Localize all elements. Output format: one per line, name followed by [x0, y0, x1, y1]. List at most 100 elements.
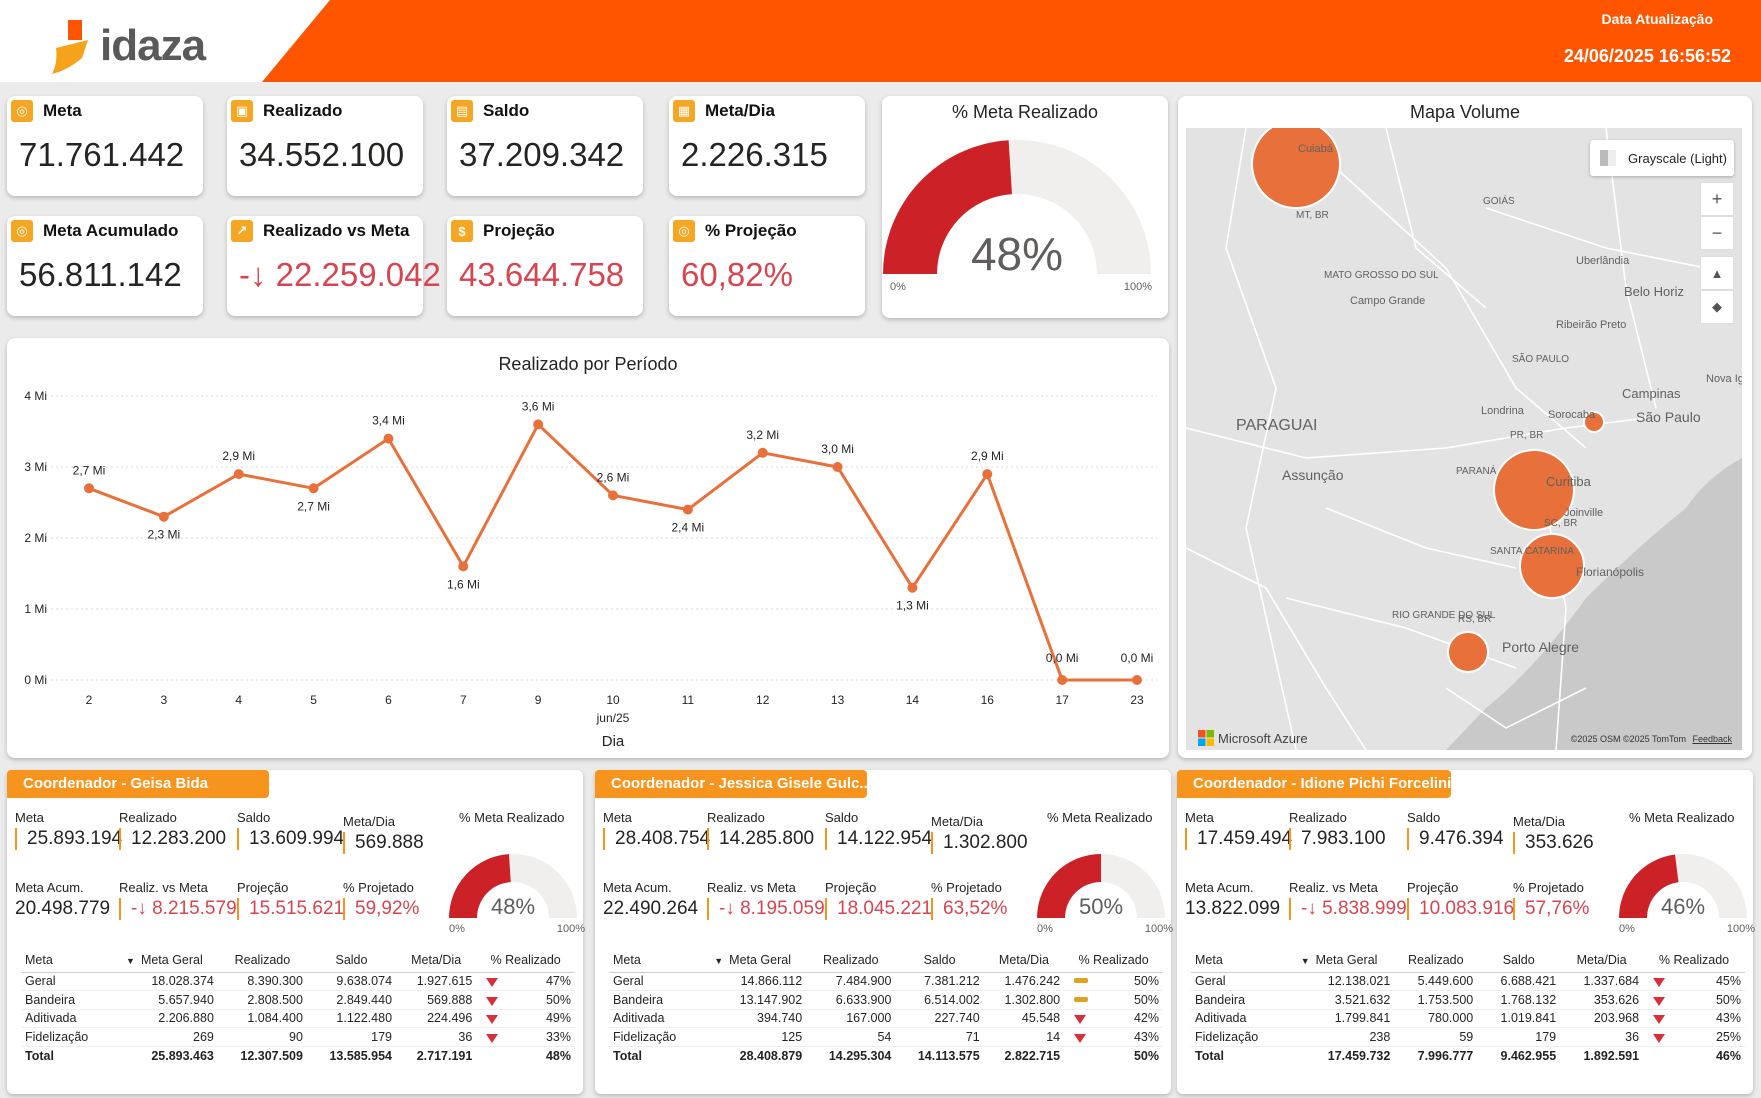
coordinator-panel[interactable]: Coordenador - Idione Pichi Forcelini Meta…: [1177, 770, 1755, 1094]
table-row[interactable]: Aditivada 394.740 167.000 227.740 45.548 42%: [609, 1009, 1163, 1028]
data-point[interactable]: [533, 419, 544, 430]
table-row[interactable]: Aditivada 1.799.841 780.000 1.019.841 203.96…: [1191, 1009, 1745, 1028]
kpi-card[interactable]: ▦ Meta/Dia 2.226.315: [669, 96, 865, 196]
kpi-card[interactable]: ◎ Meta 71.761.442: [7, 96, 203, 196]
data-point[interactable]: [1132, 675, 1142, 685]
table-row[interactable]: Geral 14.866.112 7.484.900 7.381.212 1.476.2…: [609, 972, 1163, 991]
kpi-card[interactable]: ↗ Realizado vs Meta -↓ 22.259.042: [227, 216, 441, 316]
volume-bubble[interactable]: [1251, 128, 1341, 209]
coordinator-table[interactable]: Meta ▼ Meta Geral Realizado Saldo Meta/Dia % R…: [21, 948, 575, 1065]
table-header[interactable]: Meta: [21, 948, 111, 973]
data-point[interactable]: [233, 469, 244, 480]
table-header[interactable]: Realizado: [1394, 948, 1478, 973]
data-point[interactable]: [757, 447, 768, 458]
table-total-row: Total 25.893.463 12.307.509 13.585.954 2.717…: [21, 1045, 575, 1065]
data-point[interactable]: [832, 462, 843, 472]
data-point[interactable]: [1057, 675, 1068, 685]
table-header[interactable]: Meta: [609, 948, 700, 973]
table-row[interactable]: Bandeira 3.521.632 1.753.500 1.768.132 353.6…: [1191, 990, 1745, 1010]
table-row[interactable]: Aditivada 2.206.880 1.084.400 1.122.480 224.…: [21, 1009, 575, 1028]
table-row[interactable]: Bandeira 13.147.902 6.633.900 6.514.002 1.30…: [609, 990, 1163, 1010]
coordinator-table[interactable]: Meta ▼ Meta Geral Realizado Saldo Meta/Dia % R…: [1191, 948, 1745, 1065]
metric-value: 18.045.221: [825, 898, 932, 920]
metric-projetado: % Projetado 57,76%: [1513, 880, 1589, 920]
zoom-in-button[interactable]: +: [1700, 182, 1734, 216]
data-point[interactable]: [458, 561, 469, 572]
data-point[interactable]: [982, 469, 993, 480]
cell-realizado: 1.084.400: [217, 1009, 307, 1028]
table-row[interactable]: Fidelização 238 59 179 36 25%: [1191, 1027, 1745, 1047]
pct-value: 25%: [1715, 1029, 1741, 1044]
total-saldo: 14.113.575: [895, 1045, 984, 1065]
coordinator-panel[interactable]: Coordenador - Geisa Bida Meta 25.893.194 Re…: [7, 770, 585, 1094]
data-point[interactable]: [308, 483, 319, 494]
metric-realiz-vs-meta: Realiz. vs Meta -↓ 8.195.059: [707, 880, 825, 920]
table-header[interactable]: ▼ Meta Geral: [1283, 948, 1395, 973]
table-row[interactable]: Fidelização 125 54 71 14 43%: [609, 1027, 1163, 1047]
table-header[interactable]: % Realizado: [1064, 948, 1163, 973]
table-header[interactable]: % Realizado: [476, 948, 575, 973]
table-header[interactable]: Saldo: [306, 948, 397, 973]
pct-value: 43%: [1133, 1029, 1159, 1044]
data-point[interactable]: [158, 511, 169, 522]
line-chart-card[interactable]: Realizado por Período 0 Mi 1 Mi 2 Mi 3 Mi 4 M…: [7, 338, 1169, 758]
map-feedback-link[interactable]: Feedback: [1692, 734, 1732, 744]
data-point[interactable]: [608, 490, 618, 501]
coordinator-panel[interactable]: Coordenador - Jessica Gisele Gulc... Meta…: [595, 770, 1173, 1094]
table-header[interactable]: Saldo: [895, 948, 984, 973]
metric-value: 9.476.394: [1407, 828, 1504, 850]
kpi-card[interactable]: ▣ Realizado 34.552.100: [227, 96, 423, 196]
coordinator-table[interactable]: Meta ▼ Meta Geral Realizado Saldo Meta/Dia % R…: [609, 948, 1163, 1065]
table-header[interactable]: Meta/Dia: [396, 948, 477, 973]
gauge-card[interactable]: % Meta Realizado 48% 0% 100%: [882, 96, 1168, 318]
metric-label: Meta/Dia: [343, 814, 396, 829]
map-canvas[interactable]: Cuiabá GOIÁS MT, BR MATO GROSSO DO SUL Uberl…: [1186, 128, 1742, 750]
table-header[interactable]: Realizado: [217, 948, 307, 973]
x-tick-label: 3: [161, 693, 168, 707]
table-header[interactable]: Realizado: [806, 948, 896, 973]
compass-icon[interactable]: ◆: [1700, 290, 1734, 324]
cell-meta-geral: 14.866.112: [699, 972, 807, 991]
volume-bubble[interactable]: [1583, 411, 1605, 433]
volume-bubble[interactable]: [1519, 533, 1585, 599]
volume-bubble[interactable]: [1493, 449, 1575, 531]
table-row[interactable]: Geral 12.138.021 5.449.600 6.688.421 1.337.6…: [1191, 972, 1745, 991]
road-line: [1445, 687, 1587, 729]
data-point[interactable]: [383, 433, 394, 444]
x-tick-label: 4: [235, 693, 242, 707]
table-header[interactable]: ▼ Meta Geral: [699, 948, 807, 973]
table-header[interactable]: Saldo: [1477, 948, 1561, 973]
kpi-card[interactable]: $ Projeção 43.644.758: [447, 216, 643, 316]
sort-desc-icon[interactable]: ▼: [1300, 955, 1310, 966]
table-header[interactable]: Meta/Dia: [983, 948, 1065, 973]
kpi-card[interactable]: ▤ Saldo 37.209.342: [447, 96, 643, 196]
target-icon: ◎: [673, 220, 695, 242]
cell-realizado: 1.753.500: [1394, 990, 1478, 1010]
x-tick-label: 14: [906, 693, 920, 707]
table-row[interactable]: Geral 18.028.374 8.390.300 9.638.074 1.927.6…: [21, 972, 575, 991]
sort-desc-icon[interactable]: ▼: [126, 955, 135, 966]
zoom-out-button[interactable]: −: [1700, 216, 1734, 250]
kpi-card[interactable]: ◎ % Projeção 60,82%: [669, 216, 865, 316]
data-point[interactable]: [907, 582, 918, 593]
table-header-row: Meta ▼ Meta Geral Realizado Saldo Meta/Dia % R…: [609, 948, 1163, 973]
down-triangle-icon: [1653, 978, 1666, 988]
table-header[interactable]: Meta/Dia: [1560, 948, 1644, 973]
table-header[interactable]: % Realizado: [1643, 948, 1745, 973]
data-point[interactable]: [682, 504, 693, 515]
table-header[interactable]: Meta: [1191, 948, 1284, 973]
map-style-selector[interactable]: Grayscale (Light): [1590, 140, 1734, 176]
table-row[interactable]: Bandeira 5.657.940 2.808.500 2.849.440 569.8…: [21, 990, 575, 1010]
kpi-card[interactable]: ◎ Meta Acumulado 56.811.142: [7, 216, 203, 316]
cell-meta-dia: 1.337.684: [1560, 972, 1644, 991]
volume-bubble[interactable]: [1447, 631, 1489, 673]
down-triangle-icon: [1653, 996, 1666, 1006]
sort-desc-icon[interactable]: ▼: [714, 955, 724, 966]
data-point[interactable]: [84, 483, 94, 494]
cell-pct: 47%: [476, 972, 575, 991]
gauge-fill: [449, 854, 511, 918]
metric-label: Realizado: [119, 810, 177, 825]
tilt-button[interactable]: ▲: [1700, 256, 1734, 290]
table-header[interactable]: ▼ Meta Geral: [110, 948, 218, 973]
table-row[interactable]: Fidelização 269 90 179 36 33%: [21, 1027, 575, 1047]
